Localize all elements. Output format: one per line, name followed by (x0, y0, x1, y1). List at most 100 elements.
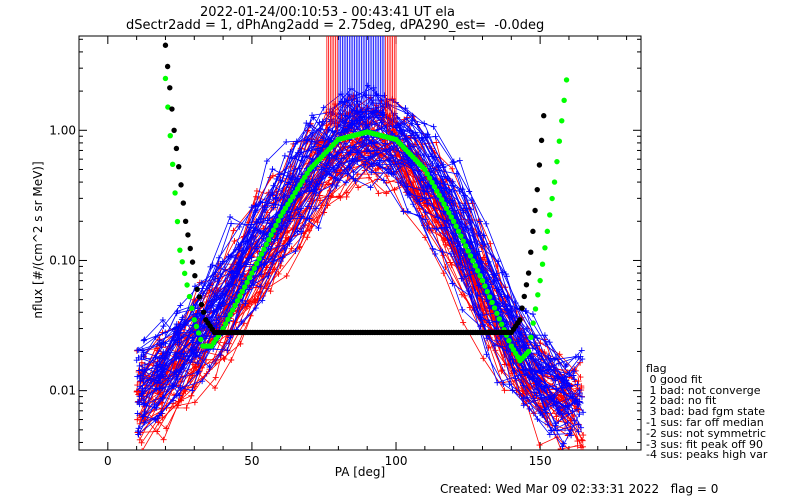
fit-dot (256, 256, 262, 262)
fit-dot (539, 261, 546, 267)
data-point (541, 406, 548, 413)
data-point (183, 404, 190, 411)
y-axis-label: nflux [#/(cm^2 s sr MeV)] (31, 161, 45, 318)
data-point (477, 315, 484, 322)
data-point (171, 369, 178, 376)
data-point (136, 367, 143, 374)
data-point (523, 325, 530, 332)
data-point (159, 316, 166, 323)
fit-dot (195, 330, 202, 336)
data-point (574, 381, 581, 388)
fit-dot (523, 282, 530, 288)
data-point (553, 413, 560, 420)
data-point (459, 186, 466, 193)
data-point (442, 241, 449, 248)
data-point (578, 424, 585, 431)
data-point (355, 184, 362, 191)
fit-dot (525, 348, 532, 355)
fit-dot (239, 288, 246, 295)
fit-dot (194, 286, 200, 293)
data-point (555, 360, 562, 367)
data-point (441, 180, 448, 187)
fit-dot (541, 113, 547, 119)
data-point (420, 152, 427, 159)
data-point (432, 250, 439, 257)
data-point (367, 184, 374, 191)
data-point (138, 390, 145, 397)
data-point (365, 155, 372, 162)
data-point (571, 376, 578, 383)
fit-dot (230, 307, 236, 313)
data-point (234, 289, 241, 296)
data-point (313, 205, 320, 212)
data-point (457, 249, 464, 256)
data-point (215, 254, 222, 261)
data-point (423, 195, 430, 202)
data-point (252, 207, 259, 214)
data-point (523, 307, 530, 314)
data-point (548, 427, 555, 434)
data-point (269, 166, 276, 173)
fit-dot (530, 320, 536, 326)
data-point (136, 436, 143, 443)
data-point (306, 227, 313, 234)
fit-dot (506, 337, 512, 344)
fit-dot (436, 192, 442, 199)
data-point (252, 299, 259, 306)
data-point (263, 264, 270, 271)
fit-dot (169, 106, 175, 112)
fit-dot (167, 133, 173, 139)
data-point (284, 229, 291, 236)
data-point (494, 379, 501, 386)
data-point (551, 356, 558, 363)
data-point (248, 241, 255, 248)
fit-dot (278, 213, 284, 219)
fit-dot (178, 182, 184, 188)
x-tick-label: 150 (529, 454, 552, 468)
data-point (570, 372, 577, 379)
data-point (403, 115, 410, 122)
data-point (575, 428, 582, 435)
data-point (208, 298, 215, 305)
fit-dot (292, 189, 298, 196)
data-point (273, 251, 280, 258)
data-point (576, 411, 583, 418)
fit-dot (458, 233, 464, 239)
data-point (346, 123, 353, 130)
fit-dot (251, 265, 258, 272)
data-point (453, 170, 460, 177)
data-point (546, 431, 553, 438)
data-point (487, 240, 494, 247)
data-point (304, 234, 311, 241)
data-point (263, 158, 270, 165)
series-trace (144, 158, 579, 432)
data-point (383, 173, 390, 180)
fit-dot (189, 259, 196, 265)
data-point (153, 386, 160, 393)
data-point (346, 164, 353, 171)
data-point (541, 383, 548, 390)
data-point (483, 335, 490, 342)
data-point (242, 300, 249, 307)
data-point (350, 175, 357, 182)
data-point (228, 356, 235, 363)
data-point (281, 152, 288, 159)
fit-dot (302, 174, 308, 180)
data-point (559, 443, 566, 450)
fit-dot (180, 200, 187, 206)
footer-created: Created: Wed Mar 09 02:33:31 2022 flag =… (440, 483, 718, 496)
data-point (359, 153, 366, 160)
fit-dot (446, 209, 452, 216)
x-tick-label: 0 (104, 454, 112, 468)
data-point (576, 387, 583, 394)
data-point (236, 223, 243, 230)
data-point (379, 109, 386, 116)
data-point (564, 419, 571, 426)
data-point (529, 311, 536, 318)
data-point (367, 148, 374, 155)
fit-dot (530, 228, 536, 235)
data-point (449, 165, 456, 172)
fit-dot (254, 260, 260, 267)
fit-dot (448, 214, 454, 220)
data-point (368, 169, 375, 176)
